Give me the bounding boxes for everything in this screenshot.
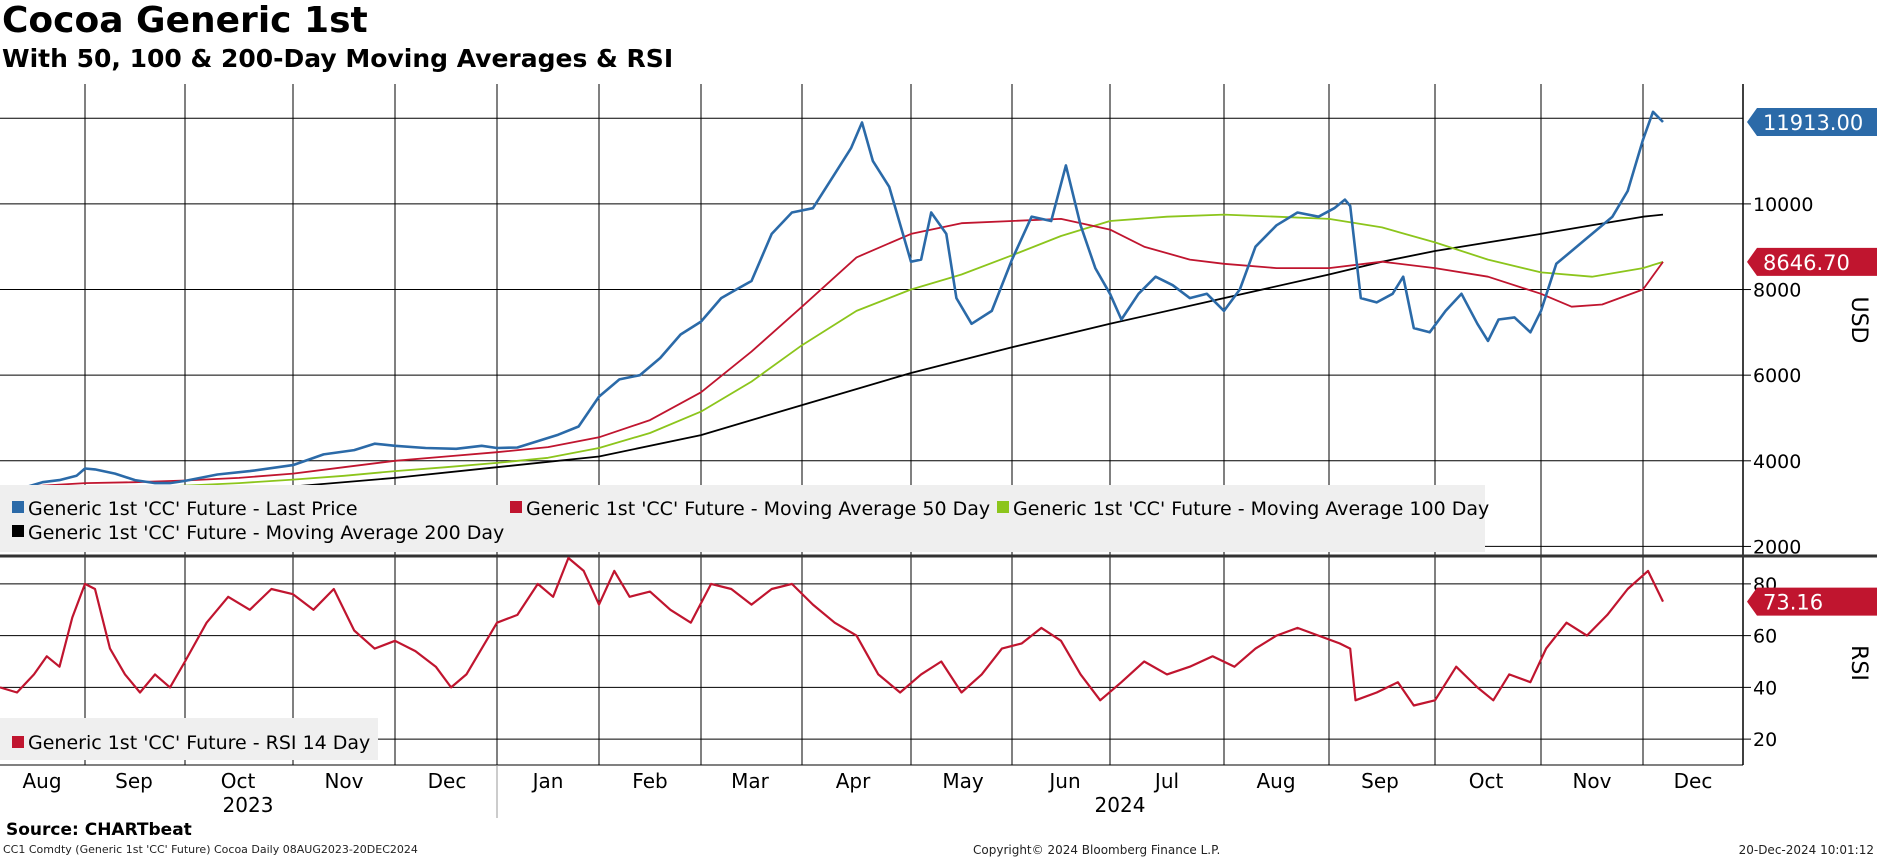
rsi-tick-label: 60 (1753, 626, 1777, 648)
month-label: Jun (1047, 769, 1080, 793)
chart-title: Cocoa Generic 1st (2, 0, 368, 41)
legend-swatch (12, 525, 24, 537)
legend-label: Generic 1st 'CC' Future - RSI 14 Day (28, 732, 370, 754)
month-label: Jul (1153, 769, 1179, 793)
ma200-line (0, 213, 1664, 505)
year-label: 2024 (1095, 793, 1146, 817)
legend-upper-bg (0, 485, 1485, 552)
svg-text:73.16: 73.16 (1763, 591, 1823, 615)
legend-label: Generic 1st 'CC' Future - Last Price (28, 498, 358, 520)
month-label: Sep (115, 769, 153, 793)
ma50-callout: 8646.70 (1747, 247, 1877, 276)
month-label: Dec (1674, 769, 1713, 793)
source-label: Source: CHARTbeat (6, 820, 192, 840)
footer-ticker: CC1 Comdty (Generic 1st 'CC' Future) Coc… (3, 843, 418, 856)
footer-copyright: Copyright© 2024 Bloomberg Finance L.P. (973, 843, 1221, 857)
legend-lower-bg (0, 718, 378, 760)
svg-text:11913.00: 11913.00 (1763, 111, 1863, 135)
rsi-tick-label: 40 (1753, 677, 1777, 699)
month-label: Feb (632, 769, 667, 793)
legend-upper: Generic 1st 'CC' Future - Last Price Gene… (0, 485, 1489, 552)
month-label: Dec (428, 769, 467, 793)
legend-swatch (510, 501, 522, 513)
month-label: Jan (531, 769, 564, 793)
svg-text:8646.70: 8646.70 (1763, 251, 1850, 275)
price-tick-label: 10000 (1753, 194, 1813, 216)
month-label: Mar (731, 769, 770, 793)
legend-label: Generic 1st 'CC' Future - Moving Average… (1013, 498, 1489, 520)
month-label: Aug (1256, 769, 1295, 793)
legend-swatch (997, 501, 1009, 513)
footer-timestamp: 20-Dec-2024 10:01:12 (1738, 843, 1874, 857)
last-price-callout: 11913.00 (1747, 107, 1877, 136)
month-label: Sep (1361, 769, 1399, 793)
month-label: May (942, 769, 984, 793)
ma50-line (0, 218, 1664, 488)
year-label: 2023 (223, 793, 274, 817)
month-label: Oct (221, 769, 256, 793)
month-label: Oct (1469, 769, 1504, 793)
month-label: Apr (836, 769, 871, 793)
price-tick-label: 4000 (1753, 451, 1801, 473)
ma100-line (0, 213, 1664, 496)
legend-swatch (12, 736, 24, 748)
rsi-line (0, 556, 1664, 707)
legend-label: Generic 1st 'CC' Future - Moving Average… (526, 498, 990, 520)
price-line (0, 110, 1664, 489)
month-label: Nov (324, 769, 363, 793)
month-label: Aug (22, 769, 61, 793)
rsi-tick-label: 20 (1753, 729, 1777, 751)
price-tick-label: 6000 (1753, 365, 1801, 387)
legend-label: Generic 1st 'CC' Future - Moving Average… (28, 522, 504, 544)
rsi-axis-title: RSI (1846, 645, 1871, 681)
legend-swatch (12, 501, 24, 513)
month-label: Nov (1572, 769, 1611, 793)
rsi-callout: 73.16 (1747, 587, 1877, 616)
price-tick-label: 8000 (1753, 280, 1801, 302)
price-tick-label: 2000 (1753, 536, 1801, 558)
legend-lower: Generic 1st 'CC' Future - RSI 14 Day (0, 718, 378, 760)
price-axis-title: USD (1846, 296, 1871, 343)
chart-subtitle: With 50, 100 & 200-Day Moving Averages &… (2, 44, 674, 73)
